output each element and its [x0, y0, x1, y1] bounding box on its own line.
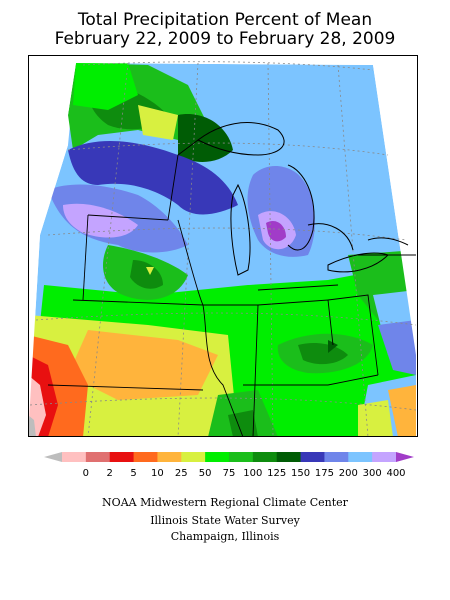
legend-swatch — [229, 452, 254, 462]
legend-arrow-high — [396, 452, 414, 462]
legend-label: 0 — [83, 468, 89, 478]
legend-label: 2 — [107, 468, 113, 478]
precipitation-map — [28, 55, 418, 437]
legend-label: 50 — [199, 468, 212, 478]
legend-label: 10 — [151, 468, 164, 478]
legend-swatch — [276, 452, 302, 462]
legend-swatch — [300, 452, 325, 462]
legend-label: 400 — [386, 468, 405, 478]
legend-swatch — [157, 452, 182, 462]
credit-line-1: NOAA Midwestern Regional Climate Center — [102, 496, 348, 509]
map-frame — [28, 55, 418, 437]
legend-label: 25 — [175, 468, 188, 478]
legend-label: 175 — [315, 468, 334, 478]
legend-label: 125 — [267, 468, 286, 478]
credit-line-2: Illinois State Water Survey — [150, 514, 300, 527]
legend-label: 100 — [243, 468, 262, 478]
legend-label: 5 — [130, 468, 136, 478]
map-title: Total Precipitation Percent of Mean — [77, 10, 373, 30]
credit-line-3: Champaign, Illinois — [170, 530, 280, 543]
legend-swatch — [181, 452, 206, 462]
legend-arrow-low — [44, 452, 62, 462]
legend-swatch — [205, 452, 230, 462]
legend-swatch — [348, 452, 373, 462]
precip-fields — [28, 63, 416, 437]
legend-swatch — [252, 452, 278, 462]
legend-label: 75 — [223, 468, 236, 478]
legend-swatch — [62, 452, 87, 462]
legend-label: 200 — [339, 468, 358, 478]
legend-swatch — [85, 452, 111, 462]
map-date-range: February 22, 2009 to February 28, 2009 — [54, 29, 396, 49]
legend-swatch — [133, 452, 158, 462]
graticule — [29, 61, 417, 437]
color-legend: 0 2 5 10 25 50 75 100 125 150 175 200 300 400 — [44, 452, 414, 478]
great-lakes — [197, 122, 409, 276]
legend-swatch — [372, 452, 397, 462]
legend-swatch — [109, 452, 135, 462]
legend-swatch — [324, 452, 349, 462]
legend-label: 150 — [291, 468, 310, 478]
legend-label: 300 — [363, 468, 382, 478]
